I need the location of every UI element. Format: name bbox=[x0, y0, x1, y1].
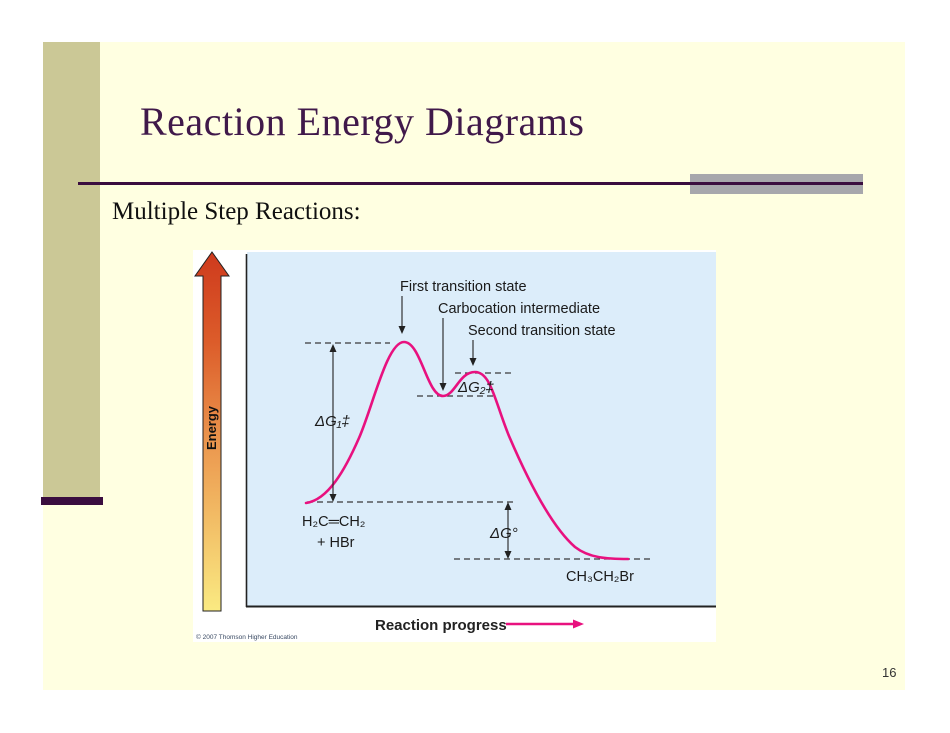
title-rule-line bbox=[78, 182, 863, 185]
slide-title: Reaction Energy Diagrams bbox=[140, 99, 585, 144]
reaction-progress-arrowhead bbox=[573, 619, 584, 629]
page-number: 16 bbox=[882, 665, 897, 680]
product-formula: CH₃CH₂Br bbox=[566, 569, 634, 585]
reaction-progress-label: Reaction progress bbox=[375, 617, 507, 634]
left-olive-bar bbox=[43, 42, 100, 497]
dg-overall-arrowheads bbox=[504, 502, 512, 559]
dg2-label: ΔG₂‡ bbox=[457, 379, 494, 396]
energy-axis-label: Energy bbox=[204, 405, 219, 450]
diagram-canvas: Energy bbox=[194, 251, 716, 641]
second-ts-label: Second transition state bbox=[468, 323, 616, 339]
dg-overall-label: ΔG° bbox=[489, 525, 518, 542]
reactant-formula-2: + HBr bbox=[317, 535, 355, 551]
reactant-formula: H₂C═CH₂ bbox=[302, 514, 365, 530]
left-maroon-accent-bar bbox=[41, 497, 103, 505]
dg1-arrowheads bbox=[329, 344, 337, 502]
energy-up-arrow bbox=[194, 251, 230, 612]
slide-subtitle: Multiple Step Reactions: bbox=[112, 198, 361, 225]
intermediate-label: Carbocation intermediate bbox=[438, 301, 600, 317]
figure-credit: © 2007 Thomson Higher Education bbox=[196, 633, 298, 641]
first-ts-label: First transition state bbox=[400, 279, 527, 295]
reaction-energy-curve bbox=[304, 340, 630, 561]
annotation-arrowheads bbox=[398, 326, 477, 391]
reaction-energy-diagram: Energy bbox=[193, 250, 716, 642]
plot-area bbox=[247, 252, 716, 607]
dg1-label: ΔG₁‡ bbox=[314, 413, 350, 430]
